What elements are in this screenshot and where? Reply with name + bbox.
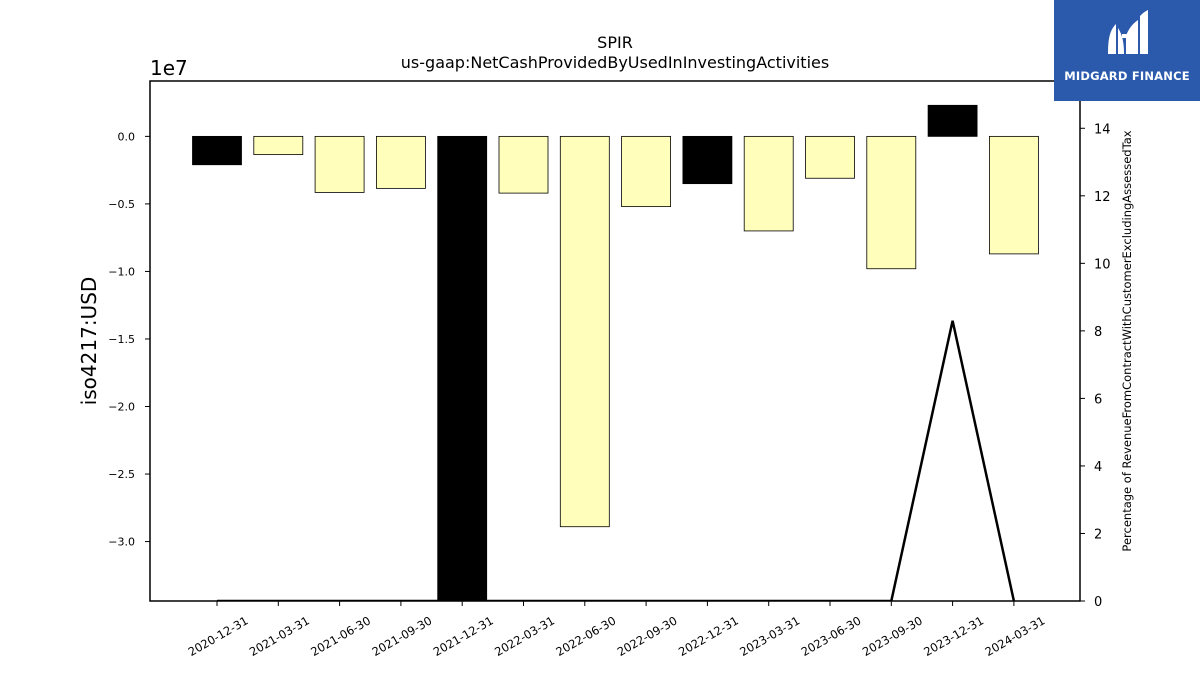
y-tick-label: −2.5	[108, 468, 135, 481]
bar	[682, 135, 733, 185]
bar	[621, 135, 671, 208]
y2-tick-label: 12	[1094, 190, 1111, 205]
bar	[192, 135, 242, 166]
chart-title: SPIR	[597, 33, 633, 52]
bar	[743, 135, 794, 232]
y-tick-label: −2.0	[108, 401, 135, 414]
x-tick-label: 2023-12-31	[921, 613, 986, 659]
midgard-logo-icon	[1108, 10, 1148, 54]
y2-axis-label: Percentage of RevenueFromContractWithCus…	[1120, 130, 1134, 551]
logo-text: MIDGARD FINANCE	[1064, 69, 1190, 83]
y2-tick-label: 14	[1094, 122, 1111, 137]
x-tick-label: 2021-06-30	[308, 613, 373, 659]
x-tick-label: 2022-03-31	[492, 613, 557, 659]
y2-tick-label: 4	[1094, 460, 1102, 475]
bar	[805, 135, 855, 179]
x-tick-label: 2023-09-30	[860, 613, 925, 659]
bar	[559, 135, 610, 528]
bar	[437, 135, 488, 602]
x-tick-label: 2021-03-31	[247, 613, 312, 659]
y2-tick-label: 0	[1094, 595, 1102, 610]
x-tick-label: 2021-09-30	[370, 613, 435, 659]
bar	[866, 135, 917, 270]
chart-subtitle: us-gaap:NetCashProvidedByUsedInInvesting…	[401, 53, 829, 72]
x-tick-label: 2020-12-31	[186, 613, 251, 659]
y-tick-label: −1.5	[108, 333, 135, 346]
bar	[989, 135, 1039, 255]
y2-tick-label: 10	[1094, 257, 1111, 272]
y-axis-label: iso4217:USD	[77, 277, 101, 406]
y-tick-label: −3.0	[108, 536, 135, 549]
y-tick-label: 0.0	[118, 130, 136, 143]
x-tick-label: 2022-09-30	[615, 613, 680, 659]
plot-frame	[149, 80, 1081, 602]
y2-tick-label: 6	[1094, 392, 1102, 407]
x-tick-label: 2023-06-30	[799, 613, 864, 659]
bar	[927, 104, 978, 137]
x-tick-label: 2021-12-31	[431, 613, 496, 659]
bar	[314, 135, 365, 193]
midgard-finance-logo: MIDGARD FINANCE	[1054, 0, 1200, 101]
bar	[498, 135, 549, 194]
x-tick-label: 2022-06-30	[553, 613, 618, 659]
y2-tick-label: 8	[1094, 325, 1102, 340]
x-tick-label: 2022-12-31	[676, 613, 741, 659]
y-tick-label: −0.5	[108, 198, 135, 211]
bar	[375, 135, 426, 189]
y2-tick-label: 2	[1094, 527, 1102, 542]
y-offset-label: 1e7	[150, 56, 188, 80]
x-tick-label: 2023-03-31	[737, 613, 802, 659]
series-line	[217, 320, 1016, 601]
x-tick-label: 2024-03-31	[983, 613, 1048, 659]
y-tick-label: −1.0	[108, 265, 135, 278]
bar	[253, 135, 304, 156]
